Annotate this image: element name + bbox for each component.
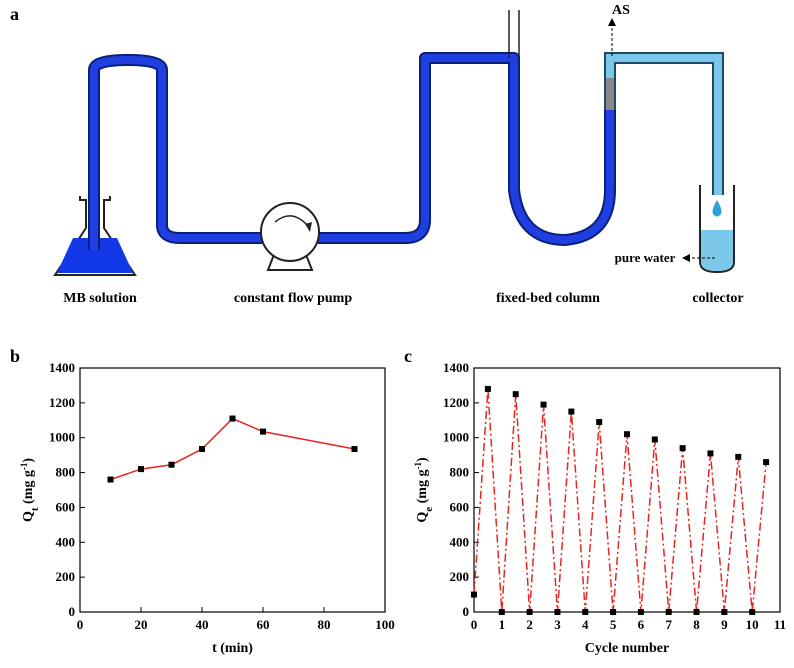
x-tick-label: 60 <box>257 617 270 632</box>
x-tick-label: 9 <box>721 617 728 632</box>
marker <box>526 609 533 615</box>
y-tick-label: 800 <box>56 465 76 480</box>
x-tick-label: 1 <box>499 617 506 632</box>
marker <box>229 415 236 422</box>
x-tick-label: 6 <box>638 617 645 632</box>
water-label: pure water <box>615 250 676 265</box>
y-axis-label-part: -1 <box>413 462 423 470</box>
y-tick-label: 1200 <box>49 395 75 410</box>
y-tick-label: 1200 <box>443 395 469 410</box>
y-axis-label-part: Q <box>21 511 36 522</box>
adsorbent <box>606 78 614 110</box>
x-tick-label: 20 <box>135 617 148 632</box>
y-tick-label: 1000 <box>443 430 469 445</box>
plot-frame <box>79 367 386 613</box>
x-axis-label: Cycle number <box>585 641 669 656</box>
y-axis-label: Qe (mg g-1) <box>413 457 435 523</box>
marker <box>679 445 686 452</box>
panel-label: c <box>404 346 412 366</box>
marker <box>199 446 205 453</box>
y-tick-label: 1400 <box>443 360 469 375</box>
marker <box>568 408 575 415</box>
x-tick-label: 4 <box>582 617 589 632</box>
y-tick-label: 0 <box>69 604 76 619</box>
line <box>110 417 355 481</box>
x-tick-label: 100 <box>375 617 395 632</box>
y-tick-label: 1000 <box>49 430 75 445</box>
y-tick-label: 400 <box>56 534 76 549</box>
pump <box>260 202 320 262</box>
panel-label: a <box>10 4 19 24</box>
marker <box>735 453 742 460</box>
x-tick-label: 0 <box>77 617 84 632</box>
x-tick-label: 5 <box>610 617 617 632</box>
y-tick-label: 0 <box>463 604 470 619</box>
x-tick-label: 2 <box>526 617 533 632</box>
marker <box>554 609 561 615</box>
marker <box>637 609 644 615</box>
marker <box>610 609 617 615</box>
x-tick-label: 10 <box>746 617 759 632</box>
panel-label: b <box>10 346 20 366</box>
marker <box>138 466 144 473</box>
y-tick-label: 400 <box>450 534 470 549</box>
marker <box>351 446 358 453</box>
flask <box>53 196 137 276</box>
x-tick-label: 11 <box>774 617 786 632</box>
marker <box>596 419 603 426</box>
x-tick-label: 3 <box>554 617 561 632</box>
y-axis-label: Qt (mg g-1) <box>19 458 41 522</box>
y-tick-label: 200 <box>450 569 470 584</box>
marker <box>260 428 266 435</box>
y-axis-label-part: (mg g <box>21 470 36 507</box>
test-tube <box>699 185 735 274</box>
x-tick-label: 40 <box>196 617 209 632</box>
y-axis-label-part: ) <box>21 458 36 463</box>
marker <box>512 391 519 398</box>
y-tick-label: 800 <box>450 465 470 480</box>
x-tick-label: 80 <box>318 617 331 632</box>
marker <box>721 609 728 615</box>
flask-label: MB solution <box>63 291 137 306</box>
marker <box>665 609 672 615</box>
line <box>473 388 767 613</box>
solution <box>57 238 133 273</box>
x-tick-label: 8 <box>693 617 700 632</box>
column-label: fixed-bed column <box>496 291 600 306</box>
marker <box>107 476 114 483</box>
outlet-label: AS <box>612 3 630 18</box>
y-axis-label-part: (mg g <box>415 470 430 507</box>
marker <box>749 609 756 615</box>
pump-label: constant flow pump <box>234 291 352 306</box>
y-axis-label-part: Q <box>415 512 430 523</box>
marker <box>582 609 589 615</box>
collector-label: collector <box>692 291 743 306</box>
marker <box>693 609 700 615</box>
plot-frame <box>473 367 781 613</box>
marker <box>484 385 491 392</box>
y-tick-label: 200 <box>56 569 76 584</box>
x-tick-label: 7 <box>665 617 672 632</box>
y-tick-label: 600 <box>56 499 76 514</box>
marker <box>471 591 477 598</box>
marker <box>540 401 547 408</box>
y-tick-label: 600 <box>450 499 470 514</box>
y-axis-label-part: t <box>29 507 41 511</box>
marker <box>624 431 630 438</box>
marker <box>498 609 505 615</box>
y-axis-label-part: -1 <box>19 462 29 470</box>
x-tick-label: 0 <box>471 617 478 632</box>
marker <box>763 459 770 466</box>
y-axis-label-part: e <box>423 507 435 512</box>
y-tick-label: 1400 <box>49 360 75 375</box>
marker <box>168 461 175 468</box>
marker <box>651 436 658 443</box>
y-axis-label-part: ) <box>415 457 430 462</box>
diagram: a AS pure water MB solution constant flo… <box>10 3 744 306</box>
marker <box>707 450 714 457</box>
x-axis-label: t (min) <box>212 641 253 656</box>
